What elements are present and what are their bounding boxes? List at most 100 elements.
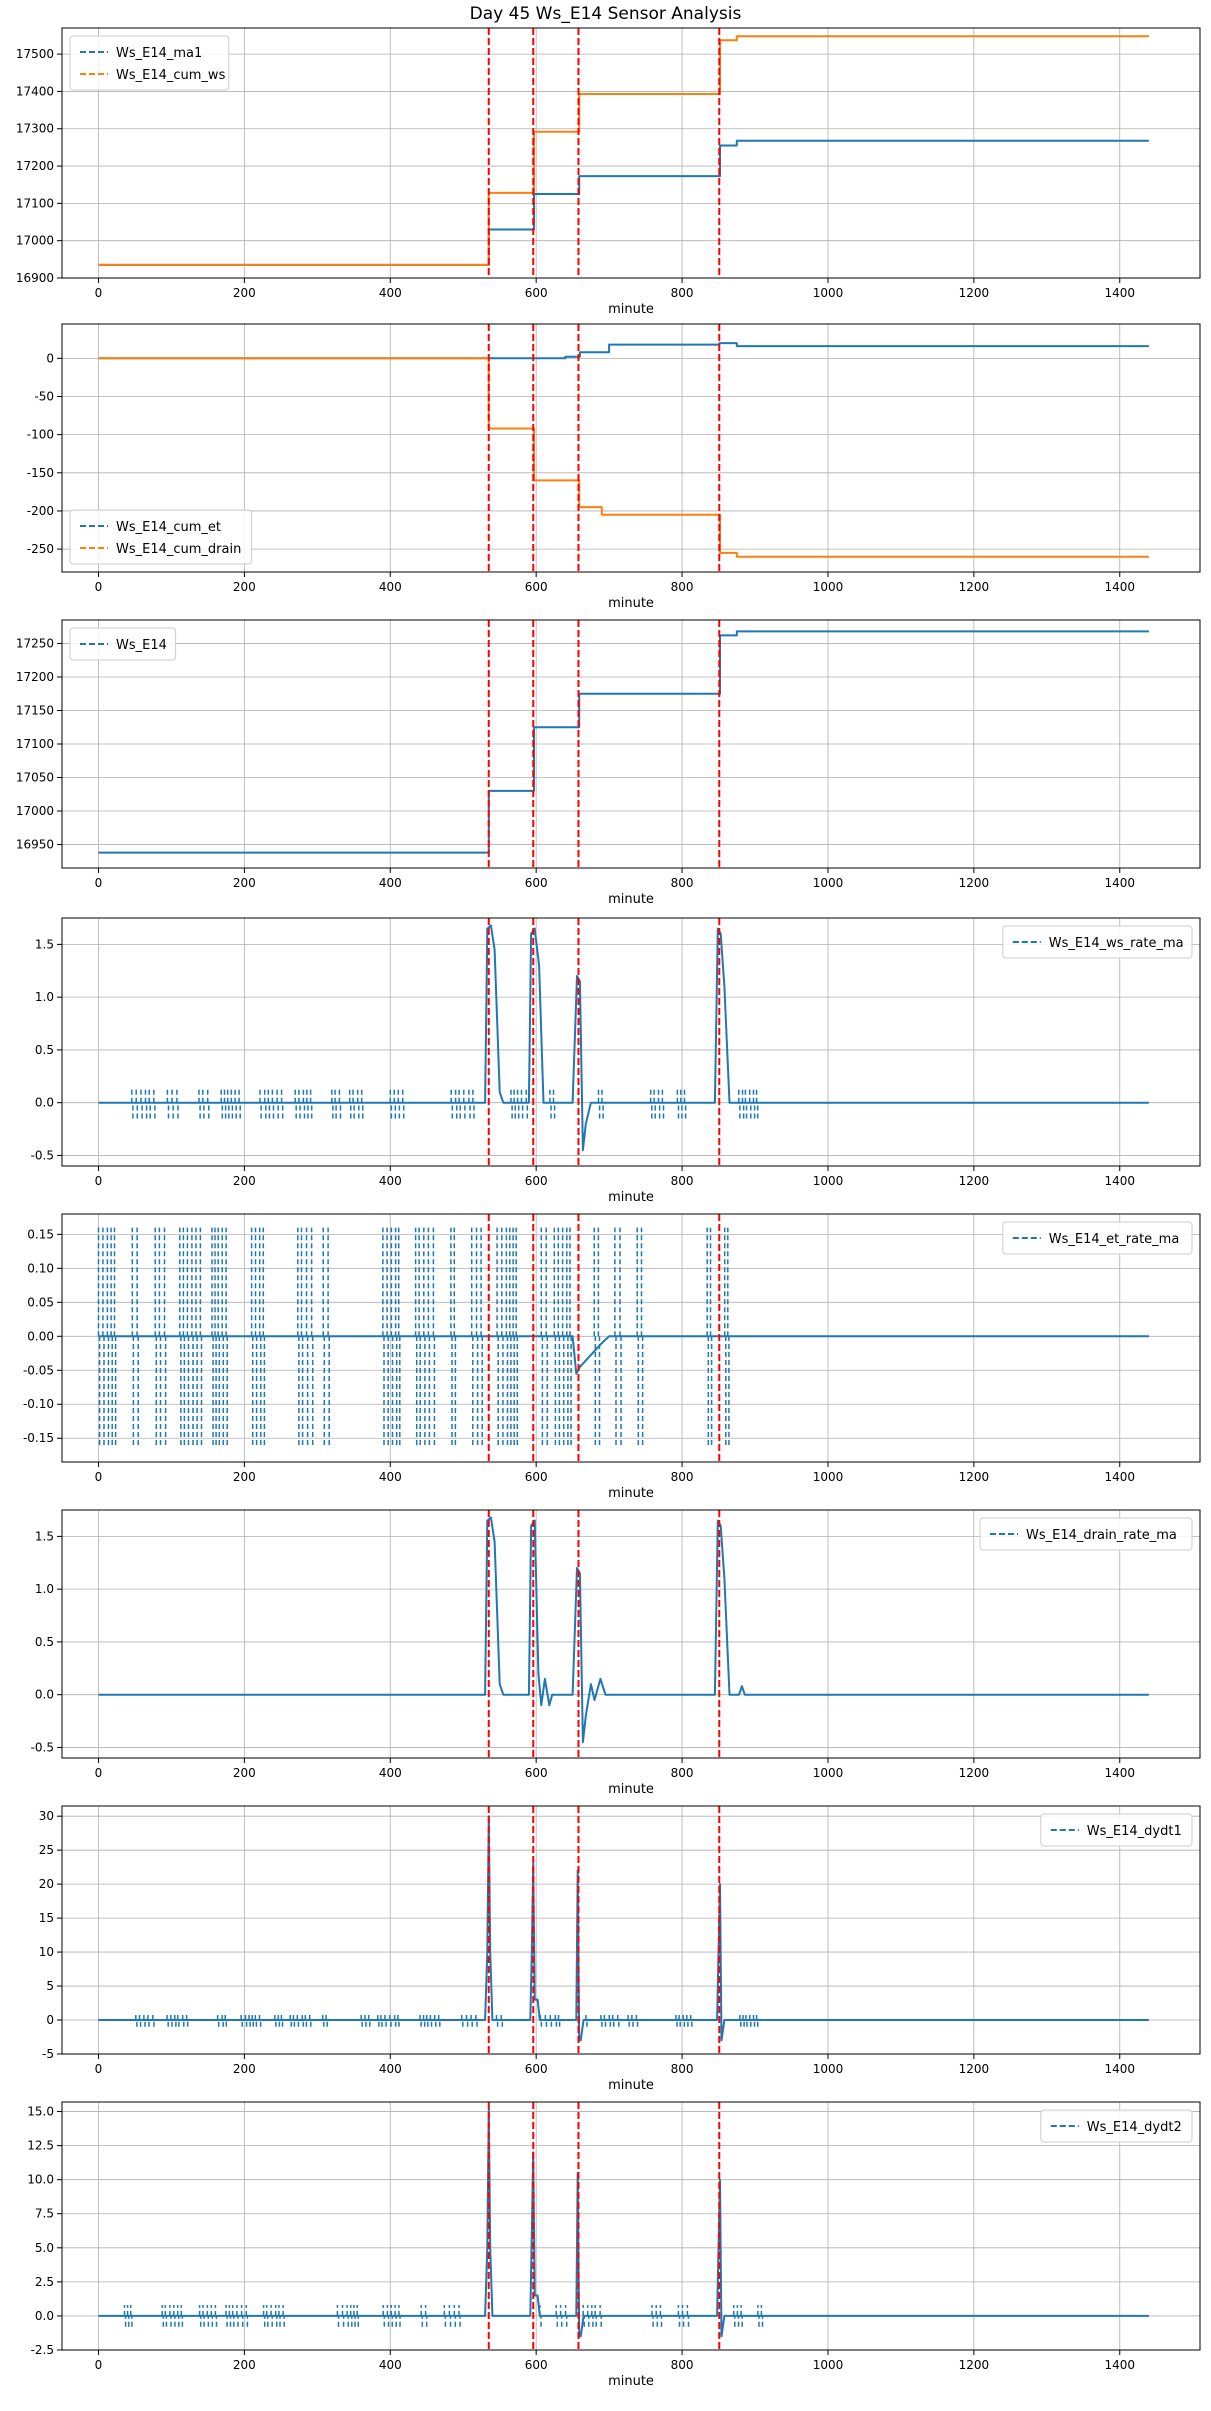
x-tick-label: 1200 [959,1174,990,1188]
y-tick-label: 17100 [16,196,54,210]
x-tick-label: 400 [379,580,402,594]
y-tick-label: 16900 [16,271,54,285]
x-tick-label: 1000 [813,2062,844,2076]
y-tick-label: -0.15 [23,1431,54,1445]
subplot-1: 0 200 400 600 800 1000 1200 1400 16900 17000 17100… [16,27,1201,317]
y-tick-label: 1.0 [35,1582,54,1596]
legend: Ws_E14_cum_et Ws_E14_cum_drain [69,509,253,565]
y-tick-label: 25 [39,1843,54,1857]
x-tick-label: 1400 [1104,876,1135,890]
x-tick-label: 400 [379,1766,402,1780]
y-tick-label: 10 [39,1945,54,1959]
series-line-1 [98,1516,1149,1744]
legend-label: Ws_E14_cum_drain [116,542,241,557]
x-tick-label: 800 [671,1174,694,1188]
y-tick-label: -0.5 [31,1148,54,1162]
y-tick-label: 0.15 [27,1227,54,1241]
y-tick-label: -200 [27,504,54,518]
x-tick-label: 600 [525,2062,548,2076]
x-tick-label: 600 [525,1766,548,1780]
x-tick-label: 400 [379,286,402,300]
x-tick-label: 800 [671,2358,694,2372]
legend-box [69,627,177,661]
y-tick-label: 0 [46,2013,54,2027]
x-axis-label: minute [608,1486,654,1501]
y-tick-label: 17000 [16,234,54,248]
axes-frame [61,917,1201,1167]
legend-box [69,509,253,565]
y-tick-label: 0.0 [35,1096,54,1110]
series-line-1 [98,1335,1149,1375]
legend: Ws_E14_dydt2 [1040,2109,1193,2143]
plot-area [98,2102,1149,2350]
y-tick-label: 0 [46,351,54,365]
y-tick-label: 0.5 [35,1043,54,1057]
y-tick-label: 17000 [16,804,54,818]
y-tick-label: -150 [27,466,54,480]
y-tick-label: 0.0 [35,2309,54,2323]
x-axis-label: minute [608,1190,654,1205]
x-tick-label: 1200 [959,2358,990,2372]
y-tick-label: 2.5 [35,2275,54,2289]
x-tick-label: 200 [233,1470,256,1484]
x-tick-label: 200 [233,1174,256,1188]
y-tick-label: -100 [27,428,54,442]
subplot-8: 0 200 400 600 800 1000 1200 1400 -2.5 0.0 2.5 5.0 7.… [27,2101,1201,2389]
y-tick-label: 5 [46,1979,54,1993]
x-tick-label: 1400 [1104,580,1135,594]
y-tick-label: 1.0 [35,990,54,1004]
subplot-3: 0 200 400 600 800 1000 1200 1400 16950 17000 17050… [16,619,1201,907]
y-tick-label: -2.5 [31,2343,54,2357]
legend: Ws_E14_dydt1 [1040,1813,1193,1847]
y-tick-label: 10.0 [27,2173,54,2187]
x-tick-label: 200 [233,2062,256,2076]
x-tick-label: 1000 [813,2358,844,2372]
x-tick-label: 0 [95,2062,103,2076]
plot-area [97,1214,1149,1462]
x-tick-label: 400 [379,1470,402,1484]
x-tick-label: 1000 [813,1470,844,1484]
x-tick-label: 1000 [813,580,844,594]
legend-label: Ws_E14_cum_et [116,520,221,535]
y-tick-label: 17100 [16,737,54,751]
x-tick-label: 400 [379,876,402,890]
x-tick-label: 400 [379,2358,402,2372]
x-tick-label: 1400 [1104,2062,1135,2076]
x-tick-label: 800 [671,876,694,890]
x-tick-label: 800 [671,2062,694,2076]
y-tick-label: 0.5 [35,1635,54,1649]
x-tick-label: 0 [95,580,103,594]
y-tick-label: 30 [39,1809,54,1823]
legend-label: Ws_E14_drain_rate_ma [1026,1528,1177,1543]
y-tick-label: 16950 [16,838,54,852]
x-tick-label: 600 [525,286,548,300]
legend: Ws_E14_et_rate_ma [1002,1221,1193,1255]
y-tick-label: -5 [42,2047,54,2061]
x-axis-label: minute [608,892,654,907]
y-tick-label: 17050 [16,771,54,785]
x-tick-label: 800 [671,1470,694,1484]
y-tick-label: 17250 [16,636,54,650]
x-tick-label: 600 [525,1470,548,1484]
legend-label: Ws_E14_dydt2 [1087,2120,1182,2135]
x-tick-label: 600 [525,1174,548,1188]
x-axis-label: minute [608,2078,654,2093]
legend: Ws_E14_ws_rate_ma [1002,925,1193,959]
y-tick-label: 0.10 [27,1261,54,1275]
subplot-6: 0 200 400 600 800 1000 1200 1400 -0.5 0.0 0.5 1.0 1.… [31,1509,1201,1797]
y-tick-label: 17200 [16,670,54,684]
series-line-2 [98,357,1149,558]
x-tick-label: 1000 [813,1174,844,1188]
legend-box [69,35,230,91]
x-tick-label: 400 [379,2062,402,2076]
y-tick-label: 20 [39,1877,54,1891]
y-tick-label: -50 [34,389,54,403]
y-tick-label: 5.0 [35,2241,54,2255]
y-tick-label: 15 [39,1911,54,1925]
x-tick-label: 1000 [813,876,844,890]
axes-frame [61,619,1201,869]
y-tick-label: -0.5 [31,1740,54,1754]
y-tick-label: 7.5 [35,2207,54,2221]
y-tick-label: 17400 [16,84,54,98]
